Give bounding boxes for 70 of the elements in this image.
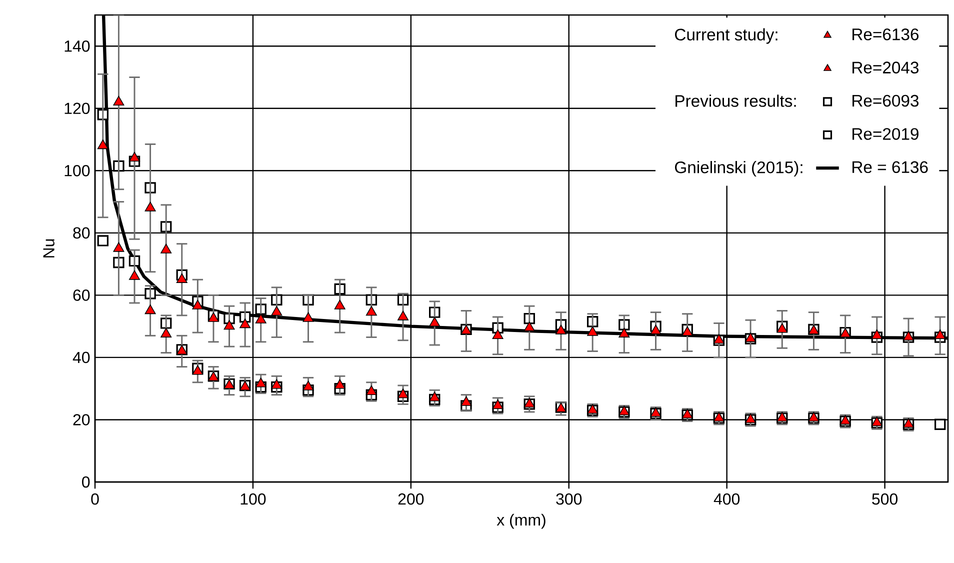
point — [176, 273, 188, 283]
x-tick-label: 300 — [556, 493, 582, 505]
x-tick-label: 0 — [91, 493, 99, 505]
y-tick-label: 40 — [72, 352, 90, 364]
point — [618, 406, 630, 416]
x-tick-label: 500 — [872, 493, 898, 505]
point — [776, 412, 788, 422]
x-tick-label: 100 — [240, 493, 266, 505]
point — [192, 300, 204, 310]
point — [871, 329, 882, 339]
point — [192, 365, 204, 375]
point — [398, 310, 409, 320]
point — [776, 323, 788, 333]
annotation: Gnielinski (2015): — [675, 161, 802, 177]
point — [302, 380, 314, 390]
point — [97, 235, 109, 246]
point — [398, 388, 409, 398]
point — [129, 270, 140, 280]
legend-label: Re=6136 — [852, 28, 919, 40]
point — [113, 96, 124, 106]
point — [650, 407, 662, 417]
legend-label: Re = 6136 — [852, 161, 928, 174]
point — [618, 328, 630, 338]
y-axis-title: Nu — [43, 239, 54, 258]
point — [302, 312, 314, 322]
point — [587, 326, 598, 336]
x-axis-title: x (mm) — [496, 514, 546, 529]
point — [524, 322, 535, 332]
point — [334, 379, 346, 389]
y-tick-label: 100 — [64, 165, 90, 176]
point — [97, 139, 108, 150]
annotation: Current study: — [675, 28, 778, 44]
x-tick-label: 400 — [714, 493, 740, 505]
point — [224, 320, 235, 330]
y-tick-label: 20 — [73, 414, 90, 426]
point — [208, 312, 219, 322]
y-tick-label: 120 — [64, 102, 90, 114]
point — [682, 408, 693, 418]
point — [366, 306, 377, 316]
point — [144, 202, 156, 212]
legend-label: Re=6093 — [852, 94, 919, 107]
point — [808, 412, 820, 422]
point — [934, 418, 946, 430]
point — [113, 242, 124, 252]
legend-label: Re=2043 — [852, 62, 919, 74]
point — [160, 328, 172, 338]
point — [144, 304, 156, 314]
point — [492, 399, 504, 410]
point — [650, 324, 662, 334]
point — [334, 300, 346, 310]
y-tick-label: 60 — [73, 290, 90, 301]
point — [271, 306, 282, 316]
point — [429, 316, 440, 327]
point — [682, 326, 693, 336]
point — [556, 324, 566, 334]
point — [255, 378, 266, 388]
point — [255, 314, 266, 324]
y-tick-label: 140 — [64, 40, 90, 52]
y-tick-label: 80 — [73, 227, 90, 239]
point — [713, 412, 724, 422]
y-tick-label: 0 — [82, 476, 90, 488]
annotation: Previous results: — [676, 94, 796, 107]
point — [366, 385, 377, 396]
x-tick-label: 200 — [398, 493, 424, 505]
point — [492, 329, 504, 339]
point — [129, 152, 140, 162]
point — [240, 318, 251, 328]
point — [271, 379, 282, 389]
point — [160, 244, 172, 254]
legend-label: Re=2019 — [852, 128, 918, 140]
